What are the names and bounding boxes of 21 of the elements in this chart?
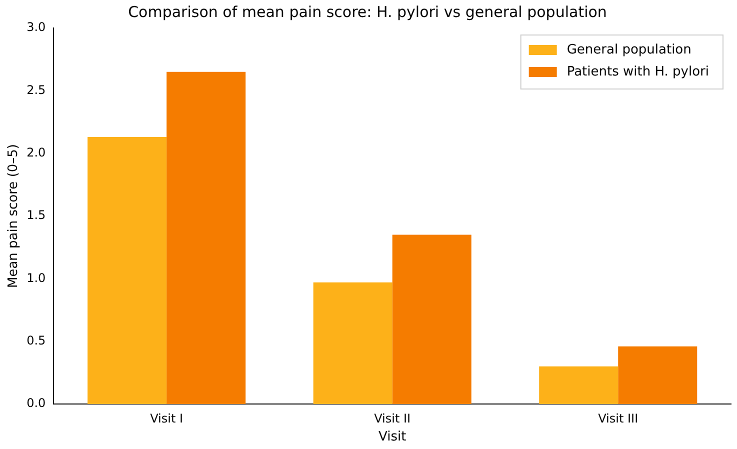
bar <box>166 72 246 404</box>
bar <box>392 234 472 404</box>
bar <box>618 346 698 404</box>
x-axis-title: Visit <box>378 430 406 445</box>
legend-label: Patients with H. pylori <box>566 64 710 80</box>
bar <box>539 366 618 404</box>
x-tick-label: Visit I <box>150 411 184 426</box>
y-tick-label: 2.5 <box>26 82 46 97</box>
y-axis-title: Mean pain score (0–5) <box>6 144 22 288</box>
y-tick-label: 0.0 <box>26 396 46 410</box>
y-tick-label: 1.0 <box>26 270 46 285</box>
y-tick-label: 3.0 <box>26 20 46 34</box>
x-tick-label: Visit III <box>598 411 638 426</box>
y-tick-label: 0.5 <box>26 333 46 348</box>
y-tick-label: 1.5 <box>26 208 46 222</box>
y-tick-label: 2.0 <box>26 145 46 160</box>
legend-label: General population <box>566 42 692 58</box>
bar <box>88 137 167 404</box>
chart-title: Comparison of mean pain score: H. pylori vs general population <box>128 2 607 21</box>
bar <box>313 282 392 404</box>
x-tick-label: Visit II <box>374 411 411 426</box>
